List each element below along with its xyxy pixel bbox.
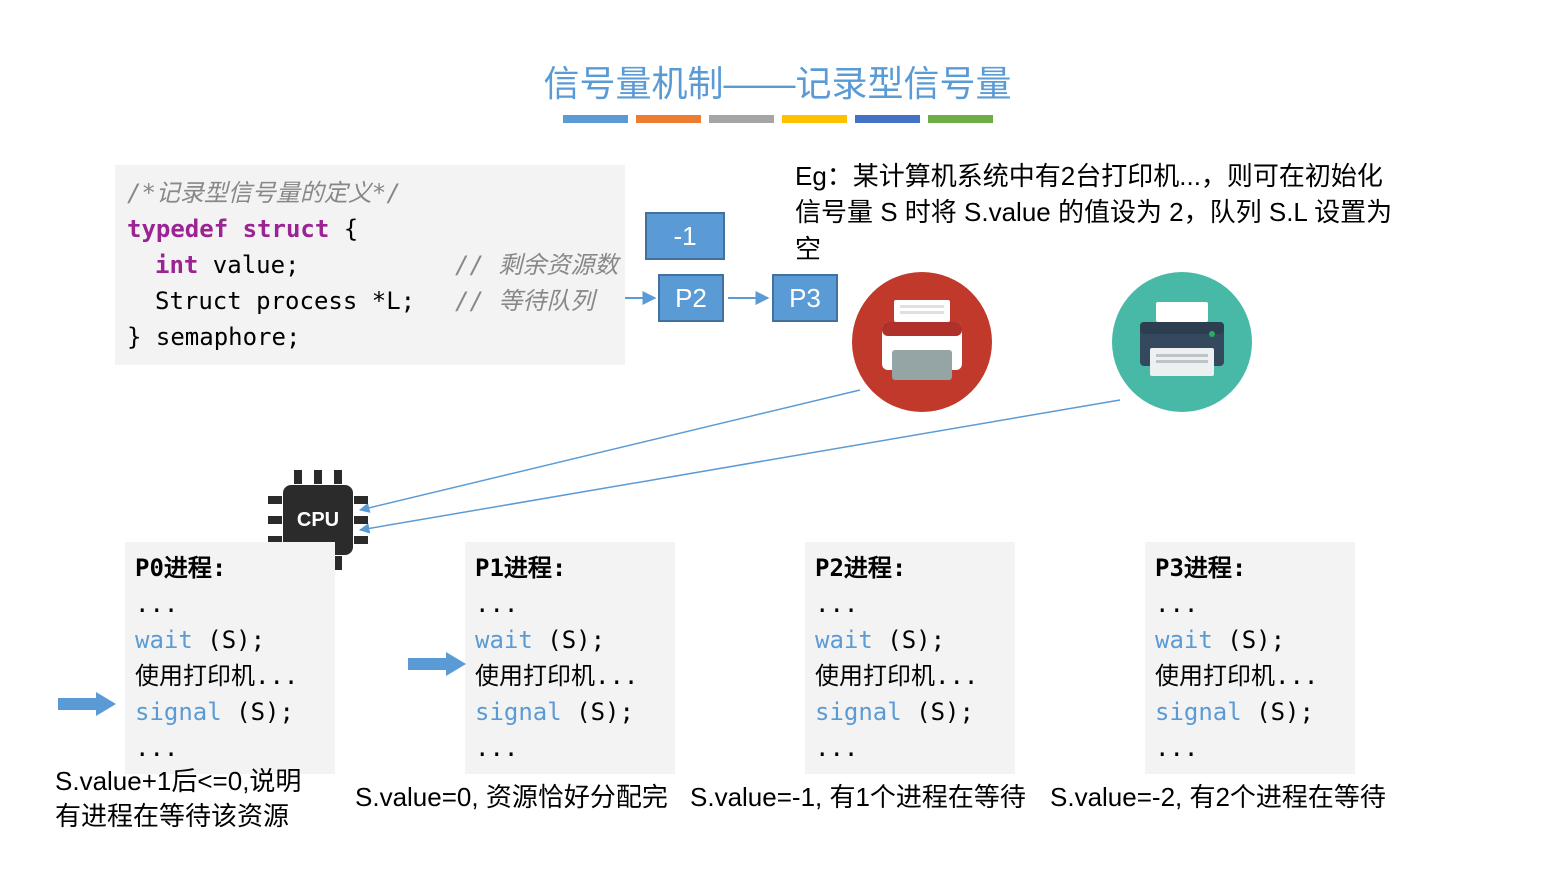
- proc-dots: ...: [1155, 730, 1345, 766]
- printer-icon: [852, 272, 992, 412]
- proc-signal: signal (S);: [135, 694, 325, 730]
- proc-use: 使用打印机...: [1155, 658, 1345, 694]
- proc-signal: signal (S);: [815, 694, 1005, 730]
- proc-dots: ...: [815, 586, 1005, 622]
- proc-title: P0进程:: [135, 550, 325, 586]
- proc-title: P3进程:: [1155, 550, 1345, 586]
- process-block-2: P2进程:...wait (S);使用打印机...signal (S);...: [805, 542, 1015, 774]
- proc-signal: signal (S);: [1155, 694, 1345, 730]
- proc-dots: ...: [135, 586, 325, 622]
- caption-0: S.value+1后<=0,说明 有进程在等待该资源: [55, 764, 345, 834]
- proc-dots: ...: [135, 730, 325, 766]
- proc-title: P2进程:: [815, 550, 1005, 586]
- printer-icon: [1112, 272, 1252, 412]
- proc-wait: wait (S);: [1155, 622, 1345, 658]
- cpu-label: CPU: [297, 509, 339, 532]
- proc-dots: ...: [1155, 586, 1345, 622]
- caption-1: S.value=0, 资源恰好分配完: [355, 780, 685, 815]
- proc-use: 使用打印机...: [135, 658, 325, 694]
- process-block-0: P0进程:...wait (S);使用打印机...signal (S);...: [125, 542, 335, 774]
- proc-wait: wait (S);: [815, 622, 1005, 658]
- proc-wait: wait (S);: [135, 622, 325, 658]
- process-block-3: P3进程:...wait (S);使用打印机...signal (S);...: [1145, 542, 1355, 774]
- proc-dots: ...: [475, 730, 665, 766]
- printer-red: [852, 272, 992, 412]
- proc-dots: ...: [815, 730, 1005, 766]
- proc-title: P1进程:: [475, 550, 665, 586]
- caption-3: S.value=-2, 有2个进程在等待: [1050, 780, 1420, 815]
- proc-signal: signal (S);: [475, 694, 665, 730]
- arrow-printer1-cpu: [360, 390, 860, 510]
- caption-2: S.value=-1, 有1个进程在等待: [690, 780, 1050, 815]
- proc-dots: ...: [475, 586, 665, 622]
- proc-wait: wait (S);: [475, 622, 665, 658]
- arrow-current-p0: [58, 692, 113, 714]
- printer-teal: [1112, 272, 1252, 412]
- process-block-1: P1进程:...wait (S);使用打印机...signal (S);...: [465, 542, 675, 774]
- proc-use: 使用打印机...: [475, 658, 665, 694]
- proc-use: 使用打印机...: [815, 658, 1005, 694]
- arrow-current-p1: [408, 652, 463, 674]
